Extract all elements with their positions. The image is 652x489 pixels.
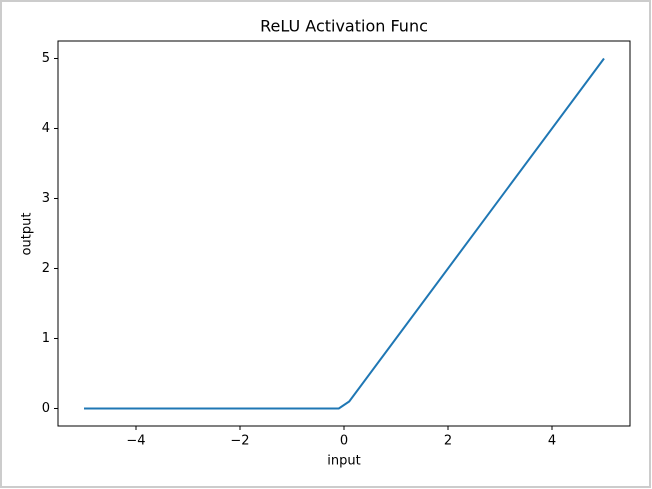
chart-title: ReLU Activation Func — [260, 17, 428, 36]
y-tick-label: 0 — [42, 401, 50, 416]
y-axis-label: output — [20, 213, 35, 256]
x-tick-label: 2 — [444, 434, 452, 449]
x-tick-label: 4 — [548, 434, 556, 449]
y-tick-label: 4 — [42, 121, 50, 136]
line-series — [84, 57, 605, 410]
x-tick-label: 0 — [340, 434, 348, 449]
y-tick-label: 2 — [42, 261, 50, 276]
x-tick-label: −2 — [230, 434, 249, 449]
x-tick-label: −4 — [126, 434, 145, 449]
y-tick-label: 3 — [42, 191, 50, 206]
plot-frame — [57, 40, 631, 427]
y-tick-label: 1 — [42, 331, 50, 346]
y-tick-label: 5 — [42, 51, 50, 66]
x-axis-label: input — [327, 454, 360, 469]
